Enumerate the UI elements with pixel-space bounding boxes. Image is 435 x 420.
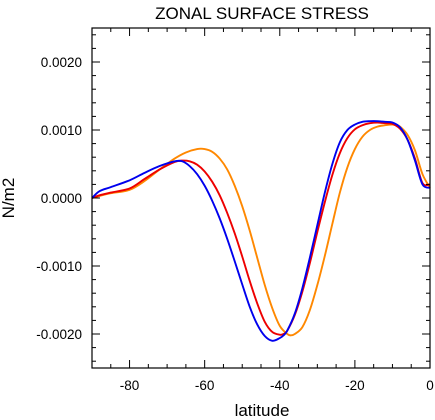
plot-frame	[91, 27, 431, 369]
y-tick-label: 0.0020	[41, 55, 82, 70]
x-tick-label: -40	[270, 378, 290, 393]
plot-lines	[91, 120, 431, 342]
chart-title: ZONAL SURFACE STRESS	[155, 4, 369, 23]
x-axis-label: latitude	[235, 401, 290, 420]
series-line-1	[91, 121, 431, 336]
x-tick-label: 0	[426, 378, 434, 393]
y-tick-label: 0.0000	[41, 191, 82, 206]
series-line-0	[91, 123, 431, 337]
x-tick-label: -60	[195, 378, 215, 393]
y-axis-label: N/m2	[0, 178, 18, 219]
x-tick-label: -80	[120, 378, 140, 393]
series-line-2	[91, 120, 431, 342]
x-tick-label: -20	[345, 378, 365, 393]
axis-ticks	[91, 28, 431, 368]
y-tick-label: 0.0010	[41, 123, 82, 138]
axis-tick-labels: -80 -60 -40 -20 0 -0.0020 -0.0010 0.0000 0.0010 0…	[36, 55, 434, 393]
y-tick-label: -0.0010	[36, 259, 82, 274]
y-tick-label: -0.0020	[36, 327, 82, 342]
